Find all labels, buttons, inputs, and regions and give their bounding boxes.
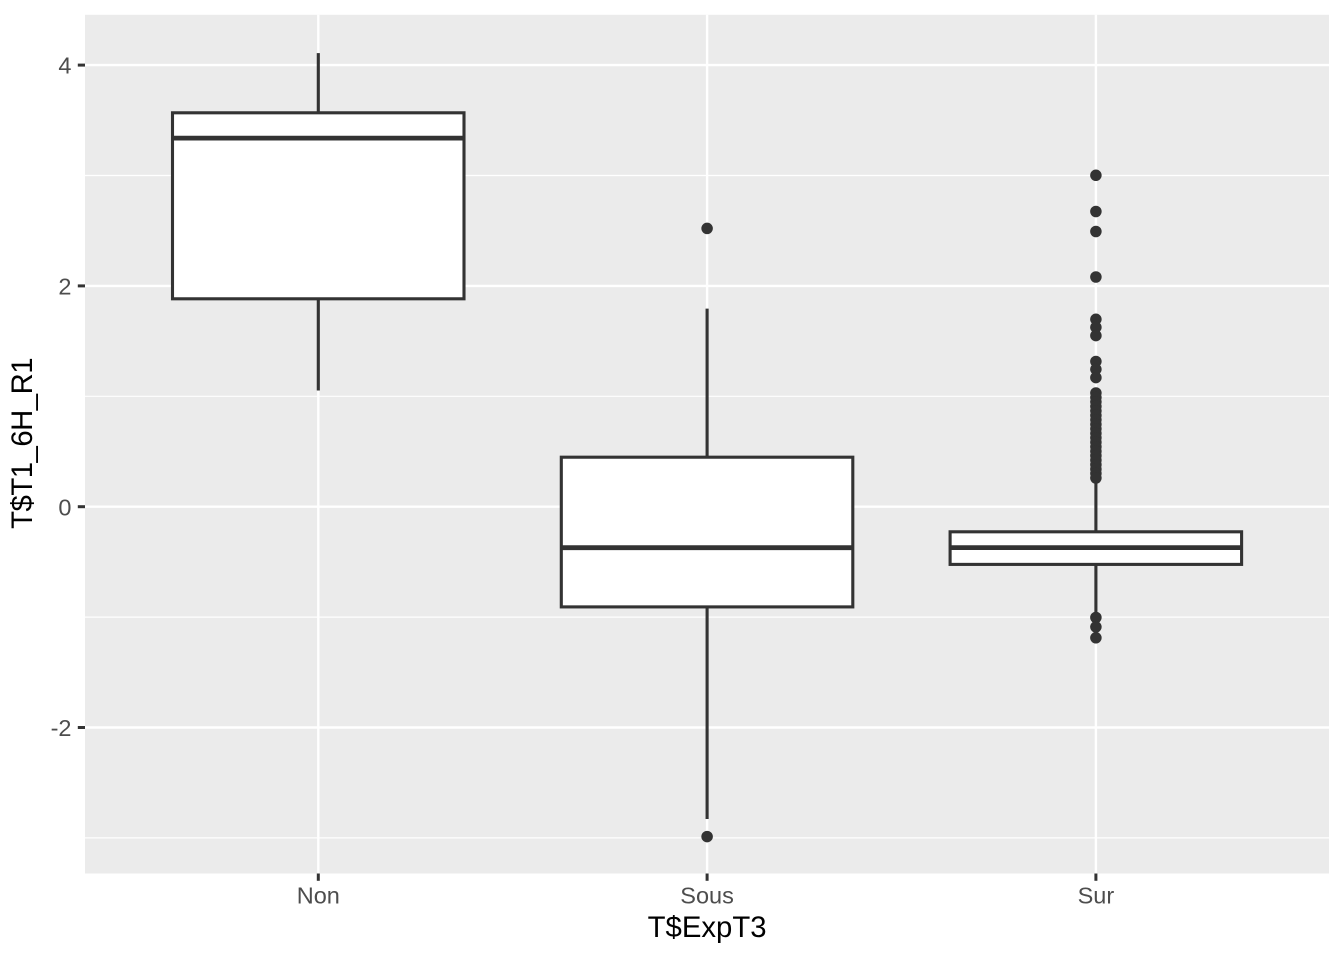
svg-text:Sous: Sous: [680, 883, 734, 909]
svg-text:2: 2: [58, 274, 71, 300]
svg-text:-2: -2: [51, 715, 72, 741]
svg-text:Non: Non: [297, 883, 340, 909]
svg-text:Sur: Sur: [1078, 883, 1115, 909]
svg-text:4: 4: [58, 53, 71, 79]
svg-text:0: 0: [58, 494, 71, 520]
svg-text:T$ExpT3: T$ExpT3: [648, 911, 767, 944]
svg-text:T$T1_6H_R1: T$T1_6H_R1: [6, 358, 39, 529]
